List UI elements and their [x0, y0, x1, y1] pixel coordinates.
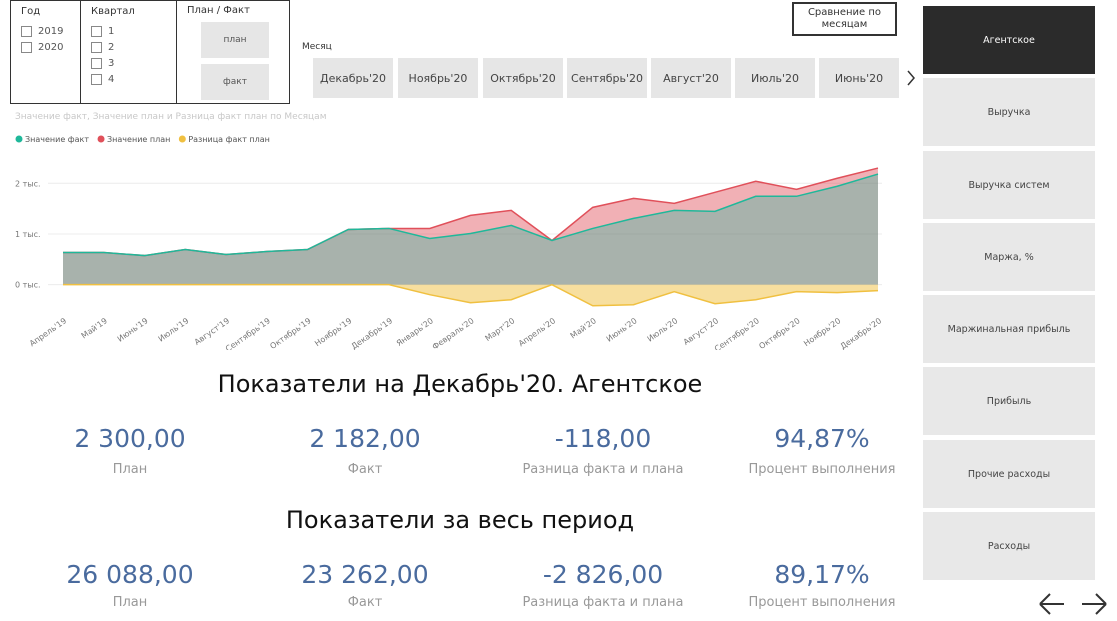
x-tick-label: Сентябрь'19	[224, 316, 272, 350]
x-tick-label: Июль'20	[646, 316, 680, 343]
kpi-label: Факт	[347, 462, 383, 477]
checkbox-option[interactable]: 2020	[21, 39, 70, 55]
nav-item[interactable]: Маржа, %	[923, 223, 1095, 291]
series-line	[63, 173, 879, 257]
x-tick-label: Май'19	[80, 316, 109, 340]
area-chart: Значение факт, Значение план и Разница ф…	[15, 112, 883, 350]
month-tab[interactable]: Июль'20	[735, 58, 815, 98]
kpi-label: Факт	[347, 595, 383, 610]
month-tab[interactable]: Ноябрь'20	[398, 58, 478, 98]
x-tick-label: Июль'19	[157, 316, 191, 343]
kpi-label: План	[112, 595, 148, 610]
x-tick-label: Август'20	[682, 316, 720, 347]
next-chevron[interactable]	[904, 68, 918, 88]
kpi-label: Процент выполнения	[748, 462, 896, 477]
x-tick-label: Май'20	[569, 316, 598, 340]
legend-marker	[178, 135, 186, 143]
x-tick-label: Февраль'20	[431, 316, 476, 350]
checkbox-option[interactable]: 2019	[21, 23, 70, 39]
month-tab[interactable]: Август'20	[651, 58, 731, 98]
kpi-label: План	[112, 462, 148, 477]
toggle-button[interactable]: факт	[201, 64, 269, 100]
nav-item[interactable]: Прочие расходы	[923, 440, 1095, 508]
kpi-label: Разница факта и плана	[522, 462, 684, 477]
kpi-value: -118,00	[554, 424, 652, 453]
x-tick-label: Декабрь'19	[350, 316, 394, 350]
option-label: 1	[108, 25, 115, 37]
x-tick-label: Март'20	[483, 316, 516, 343]
option-label: 2020	[38, 41, 64, 53]
y-tick-label: 2 тыс.	[15, 179, 41, 188]
month-tab[interactable]: Сентябрь'20	[567, 58, 647, 98]
slicer-title: Квартал	[91, 6, 135, 17]
checkbox-option[interactable]: 1	[91, 23, 166, 39]
area-fill	[63, 168, 878, 285]
legend-label: Значение план	[107, 135, 170, 144]
option-label: 2019	[38, 25, 64, 37]
slicer-title: План / Факт	[187, 5, 250, 16]
x-tick-label: Июнь'19	[116, 316, 150, 343]
y-tick-label: 1 тыс.	[15, 230, 41, 239]
kpi-value: 2 300,00	[74, 424, 186, 453]
option-label: 4	[108, 73, 115, 85]
nav-item[interactable]: Прибыль	[923, 367, 1095, 435]
checkbox-option[interactable]: 2	[91, 39, 166, 55]
chart-title: Значение факт, Значение план и Разница ф…	[15, 112, 326, 122]
kpi-value: -2 826,00	[542, 560, 664, 589]
nav-item[interactable]: Расходы	[923, 512, 1095, 580]
slicer-title: Год	[21, 6, 41, 17]
month-tab[interactable]: Декабрь'20	[313, 58, 393, 98]
kpi-value: 94,87%	[774, 424, 870, 453]
back-arrow[interactable]	[1039, 593, 1064, 615]
kpi-label: Процент выполнения	[748, 595, 896, 610]
x-tick-label: Январь'20	[395, 316, 435, 348]
option-label: 2	[108, 41, 115, 53]
option-label: 3	[108, 57, 115, 69]
checkbox-option[interactable]: 4	[91, 71, 166, 87]
kpi-title: Показатели на Декабрь'20. Агентское	[217, 370, 703, 398]
x-tick-label: Сентябрь'20	[713, 316, 761, 350]
x-tick-label: Декабрь'20	[839, 316, 883, 350]
x-tick-label: Ноябрь'20	[802, 316, 842, 348]
quarter-slicer: Квартал 1 2 3 4	[80, 0, 177, 104]
legend-label: Разница факт план	[188, 135, 270, 144]
kpi-value: 2 182,00	[309, 424, 421, 453]
y-tick-label: 0 тыс.	[15, 281, 41, 290]
kpi-label: Разница факта и плана	[522, 595, 684, 610]
month-tab[interactable]: Октябрь'20	[483, 58, 563, 98]
kpi-value: 89,17%	[774, 560, 870, 589]
nav-item[interactable]: Выручка	[923, 78, 1095, 146]
plan-fact-slicer: План / Факт план факт	[176, 0, 290, 104]
month-tab[interactable]: Июнь'20	[819, 58, 899, 98]
legend-marker	[97, 135, 105, 143]
area-fill	[63, 174, 878, 285]
x-tick-label: Апрель'20	[517, 316, 557, 348]
page-arrows	[1039, 593, 1107, 615]
area-fill	[63, 284, 878, 306]
x-tick-label: Октябрь'19	[268, 316, 312, 350]
forward-arrow[interactable]	[1082, 593, 1107, 615]
compare-button[interactable]: Сравнение по месяцам	[792, 2, 897, 36]
legend-label: Значение факт	[25, 135, 89, 144]
x-tick-label: Апрель'19	[28, 316, 68, 348]
nav-item[interactable]: Выручка систем	[923, 151, 1095, 219]
x-tick-label: Ноябрь'19	[313, 316, 353, 348]
kpi-value: 26 088,00	[66, 560, 194, 589]
slicer-title: Месяц	[302, 42, 332, 52]
kpi-title: Показатели за весь период	[285, 506, 635, 534]
legend-marker	[15, 135, 23, 143]
kpi-value: 23 262,00	[301, 560, 429, 589]
toggle-button[interactable]: план	[201, 22, 269, 58]
nav-item[interactable]: Маржинальная прибыль	[923, 295, 1095, 363]
series-line	[63, 283, 879, 307]
x-tick-label: Август'19	[193, 316, 231, 347]
checkbox-option[interactable]: 3	[91, 55, 166, 71]
x-tick-label: Октябрь'20	[757, 316, 801, 350]
nav-item[interactable]: Агентское	[923, 6, 1095, 74]
x-tick-label: Июнь'20	[605, 316, 639, 343]
year-slicer: Год 2019 2020	[10, 0, 81, 104]
